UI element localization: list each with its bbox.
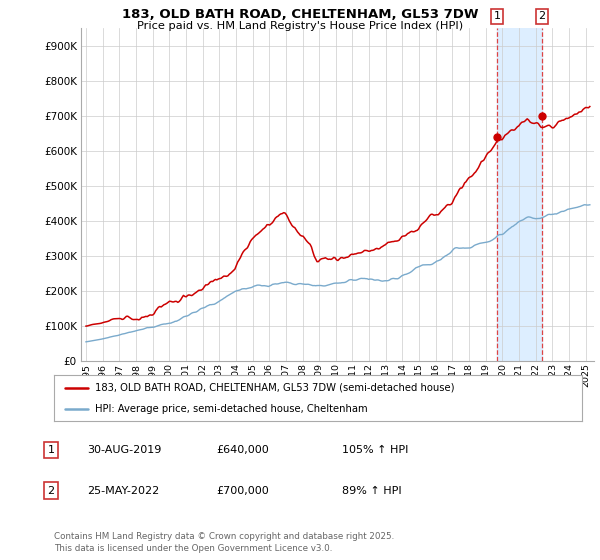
Text: 30-AUG-2019: 30-AUG-2019 [87, 445, 161, 455]
Bar [497, 28, 542, 361]
Text: 2: 2 [538, 11, 545, 21]
Text: 183, OLD BATH ROAD, CHELTENHAM, GL53 7DW (semi-detached house): 183, OLD BATH ROAD, CHELTENHAM, GL53 7DW… [95, 382, 455, 393]
Text: 25-MAY-2022: 25-MAY-2022 [87, 486, 159, 496]
Text: 1: 1 [493, 11, 500, 21]
Text: 89% ↑ HPI: 89% ↑ HPI [342, 486, 401, 496]
Text: £640,000: £640,000 [216, 445, 269, 455]
Text: £700,000: £700,000 [216, 486, 269, 496]
Text: 1: 1 [47, 445, 55, 455]
Text: Contains HM Land Registry data © Crown copyright and database right 2025.
This d: Contains HM Land Registry data © Crown c… [54, 533, 394, 553]
Text: 2: 2 [47, 486, 55, 496]
Text: HPI: Average price, semi-detached house, Cheltenham: HPI: Average price, semi-detached house,… [95, 404, 368, 414]
Text: 105% ↑ HPI: 105% ↑ HPI [342, 445, 409, 455]
Text: Price paid vs. HM Land Registry's House Price Index (HPI): Price paid vs. HM Land Registry's House … [137, 21, 463, 31]
Text: 183, OLD BATH ROAD, CHELTENHAM, GL53 7DW: 183, OLD BATH ROAD, CHELTENHAM, GL53 7DW [122, 8, 478, 21]
